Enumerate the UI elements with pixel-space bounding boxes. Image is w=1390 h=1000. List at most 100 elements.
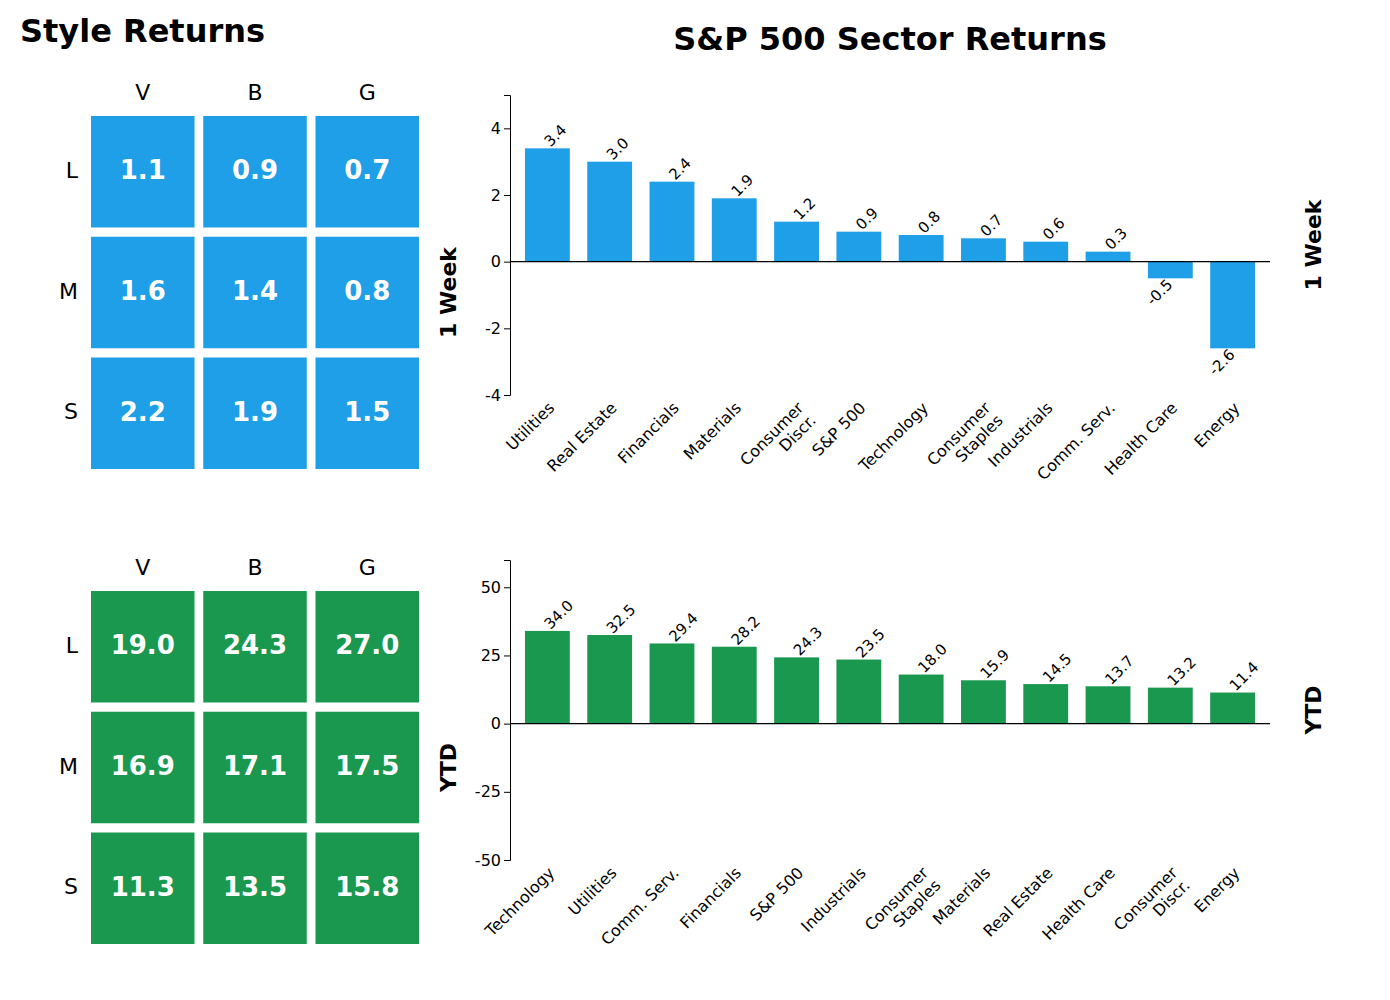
- x-tick-label: Industrials: [797, 863, 869, 935]
- y-axis-domain: [504, 561, 511, 861]
- y-tick: 0: [491, 252, 510, 271]
- data-label: 34.0: [541, 597, 577, 633]
- data-label: 3.4: [541, 121, 571, 151]
- cell-label: 2.2: [120, 397, 166, 427]
- data-label: 0.9: [852, 204, 882, 234]
- cell: [202, 590, 308, 704]
- cell-label: 17.1: [223, 751, 287, 781]
- data-label: 28.2: [728, 612, 764, 648]
- y-tick-mark: [504, 587, 510, 588]
- x-tick-label: ConsumerStaples: [861, 863, 945, 947]
- bar: [1210, 693, 1255, 724]
- data-label: 1.2: [790, 194, 820, 224]
- x-tick: Industrials: [797, 863, 869, 935]
- bar: [650, 182, 695, 262]
- bar: [774, 657, 819, 723]
- bars: [525, 148, 1255, 348]
- bar: [1086, 686, 1131, 723]
- y-tick: -25: [475, 782, 510, 801]
- bar: [836, 660, 881, 724]
- y-tick-mark: [504, 262, 510, 263]
- y-tick-mark: [504, 195, 510, 196]
- y-tick: 2: [491, 186, 510, 205]
- y-tick: 4: [491, 119, 510, 138]
- data-label: 18.0: [914, 640, 950, 676]
- row-label: M: [59, 754, 78, 779]
- column-header: G: [359, 555, 376, 580]
- x-tick-label: Energy: [1190, 863, 1243, 916]
- x-tick: Energy: [1190, 863, 1243, 916]
- bar: [1148, 688, 1193, 724]
- cell: [90, 831, 196, 945]
- cell-label: 16.9: [111, 751, 175, 781]
- cell-label: 17.5: [335, 751, 399, 781]
- bar: [587, 635, 632, 724]
- x-tick: Energy: [1190, 398, 1243, 451]
- data-label: 0.3: [1101, 224, 1131, 254]
- chart-title: Style Returns: [20, 12, 265, 50]
- y-tick: 0: [491, 714, 510, 733]
- cell: [202, 356, 308, 470]
- cell: [314, 711, 420, 825]
- y-tick: -50: [475, 851, 510, 870]
- x-tick: ConsumerDiscr.: [1110, 863, 1194, 947]
- cells: [90, 115, 420, 470]
- cell: [202, 831, 308, 945]
- x-tick-label: Health Care: [1038, 863, 1118, 943]
- bar: [1023, 242, 1068, 262]
- bar: [836, 232, 881, 262]
- bar: [525, 631, 570, 724]
- data-label: 2.4: [665, 154, 695, 184]
- x-tick: Utilities: [502, 398, 558, 454]
- cell-label: 11.3: [111, 872, 175, 902]
- x-tick-label: ConsumerDiscr.: [1110, 863, 1194, 947]
- y-tick-label: 25: [481, 646, 501, 665]
- column-header: V: [135, 80, 150, 105]
- data-label: -2.6: [1205, 346, 1238, 379]
- row-label: L: [66, 633, 79, 658]
- data-label: 13.7: [1101, 652, 1137, 688]
- y-tick-mark: [504, 724, 510, 725]
- cell: [90, 115, 196, 229]
- x-tick-label: ConsumerStaples: [923, 398, 1007, 482]
- y-tick-mark: [504, 792, 510, 793]
- cell-label: 27.0: [335, 630, 399, 660]
- data-label: 24.3: [790, 623, 826, 659]
- bar: [1023, 684, 1068, 724]
- y-tick: 50: [481, 578, 510, 597]
- x-tick: Technology: [481, 863, 559, 941]
- row-label: M: [59, 279, 78, 304]
- x-tick-label: ConsumerDiscr.: [736, 398, 820, 482]
- cell-label: 0.9: [232, 155, 278, 185]
- side-label: 1 Week: [436, 246, 461, 338]
- y-tick-mark: [504, 128, 510, 129]
- bar: [712, 647, 757, 724]
- y-tick-label: -2: [485, 319, 501, 338]
- column-header: B: [247, 80, 262, 105]
- bar: [961, 680, 1006, 723]
- y-tick-label: -25: [475, 782, 501, 801]
- x-tick-label: Energy: [1190, 398, 1243, 451]
- x-tick: Materials: [680, 398, 745, 463]
- cell: [314, 831, 420, 945]
- y-tick: -2: [485, 319, 510, 338]
- x-tick: Health Care: [1101, 398, 1181, 478]
- cell-label: 0.7: [344, 155, 390, 185]
- bar: [774, 222, 819, 262]
- bar: [1086, 252, 1131, 262]
- cell: [202, 236, 308, 350]
- x-tick: S&P 500: [808, 398, 869, 459]
- bars: [525, 631, 1255, 724]
- data-label: 0.8: [914, 207, 944, 237]
- data-label: 14.5: [1039, 650, 1075, 686]
- cell-label: 1.5: [344, 397, 390, 427]
- x-tick: S&P 500: [746, 863, 807, 924]
- cell-label: 24.3: [223, 630, 287, 660]
- data-label: 0.6: [1039, 214, 1069, 244]
- x-tick: Health Care: [1038, 863, 1118, 943]
- y-tick: -4: [485, 386, 510, 405]
- x-tick: Financials: [614, 398, 683, 467]
- y-tick-label: 2: [491, 186, 501, 205]
- data-label: 3.0: [603, 134, 633, 164]
- cell-label: 1.9: [232, 397, 278, 427]
